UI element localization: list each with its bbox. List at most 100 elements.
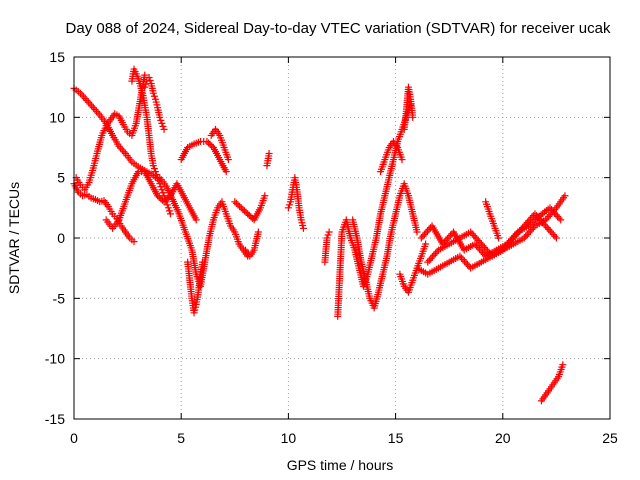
data-point [523,218,531,226]
data-point [545,212,553,220]
data-point [546,204,554,212]
series-arc-f [102,168,200,232]
series-arc-g [156,174,252,290]
data-point [549,231,557,239]
data-point [543,224,551,232]
data-point [467,228,475,236]
data-point [164,204,172,212]
data-point [157,183,165,191]
data-point [479,249,487,257]
data-point [506,237,514,245]
data-point [428,253,436,261]
data-point [84,98,92,106]
data-point [431,250,439,258]
data-point [474,243,482,251]
series-arc-d [128,65,174,218]
data-point [163,195,171,203]
y-tick-label: -15 [45,411,65,427]
data-point [154,192,162,200]
series-arc-n [284,174,307,232]
data-point [536,215,544,223]
data-point [265,150,273,158]
data-point [224,156,232,164]
data-point [80,93,88,101]
data-point [502,243,510,251]
data-point [482,245,490,253]
data-point [324,231,332,239]
data-point [247,213,255,221]
data-point [456,252,464,260]
data-point [141,83,149,91]
data-point [143,77,151,85]
series-arc-r [400,83,417,133]
data-point [423,227,431,235]
data-point [457,254,465,262]
series-arc-s [377,137,406,176]
data-point [477,240,485,248]
data-point [149,162,157,170]
x-tick-label: 25 [602,430,618,446]
data-point [145,74,153,82]
data-point [89,104,97,112]
data-point [548,229,556,237]
data-point [299,224,307,232]
data-point [549,207,557,215]
series-arc-x [482,198,503,242]
series-arc-k [231,192,269,224]
data-point [236,202,244,210]
x-tick-label: 0 [70,430,78,446]
x-axis-label: GPS time / hours [287,457,394,473]
data-point [552,211,560,219]
data-point [166,210,174,218]
data-point [130,238,138,246]
data-point [398,156,406,164]
data-point [160,198,168,206]
series-arc-i [177,137,230,176]
data-point [445,233,453,241]
data-point [142,80,150,88]
data-point [417,234,425,242]
series-arc-q [349,180,421,312]
data-point [86,100,94,108]
data-point [547,206,555,214]
data-point [520,234,528,242]
data-point [554,212,562,220]
data-point [511,232,519,240]
data-point [516,227,524,235]
data-point [284,204,292,212]
data-point [419,232,427,240]
y-tick-labels: -15 -10 -5 0 5 10 15 [45,49,65,427]
data-point [531,210,539,218]
data-point [561,192,569,200]
data-point [525,229,533,237]
data-point [520,222,528,230]
data-point [118,146,126,154]
data-point [514,229,522,237]
data-point [420,231,428,239]
data-point [192,216,200,224]
data-point [522,232,530,240]
data-point [470,231,478,239]
data-point [425,256,433,264]
x-tick-labels: 0 5 10 15 20 25 [70,430,618,446]
data-point [525,217,533,225]
series-arc-m [263,150,273,170]
data-point [526,227,534,235]
y-tick-label: -5 [53,290,66,306]
y-tick-label: 15 [49,49,65,65]
data-point [157,116,165,124]
data-point [503,241,511,249]
data-point [485,249,493,257]
data-point [206,140,214,148]
data-point [150,165,158,173]
data-point [559,361,567,369]
x-tick-label: 15 [388,430,404,446]
data-point [323,234,331,242]
data-point [461,257,469,265]
data-point [534,213,542,221]
data-point [529,224,537,232]
data-point [542,222,550,230]
data-point [545,225,553,233]
data-point [91,105,99,113]
